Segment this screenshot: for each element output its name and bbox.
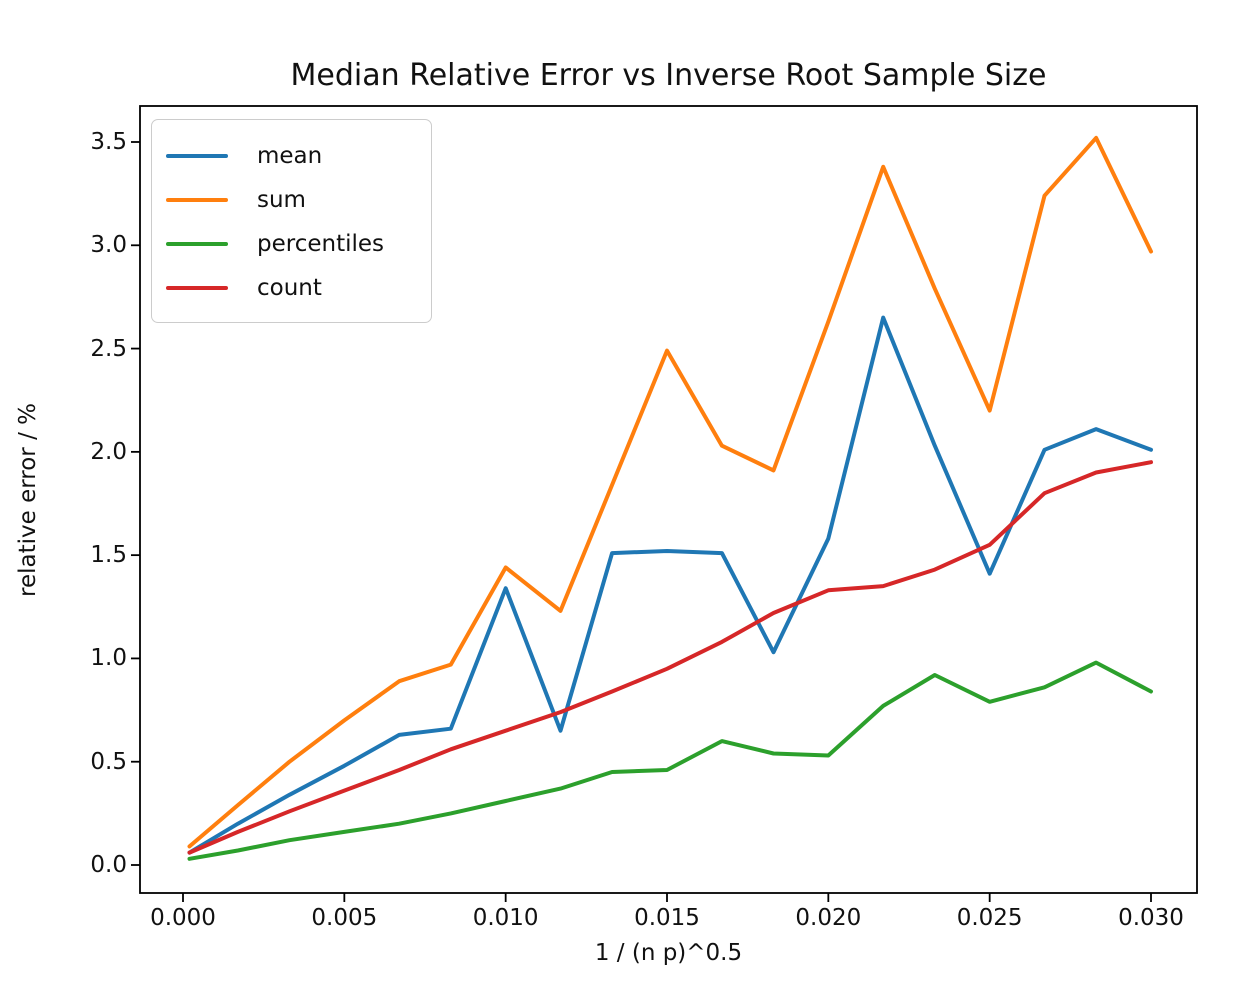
x-tick-label: 0.020 xyxy=(795,905,862,931)
y-tick-label: 2.5 xyxy=(90,335,127,362)
legend-label-mean: mean xyxy=(257,143,323,169)
legend-line-mean xyxy=(166,153,228,159)
axes-frame xyxy=(139,105,1198,894)
legend-item-percentiles: percentiles xyxy=(166,222,413,266)
y-tick-label: 3.0 xyxy=(90,232,127,259)
chart-title: Median Relative Error vs Inverse Root Sa… xyxy=(290,58,1047,93)
x-axis-label: 1 / (n p)^0.5 xyxy=(594,940,743,966)
x-tick-label: 0.015 xyxy=(634,905,700,931)
legend-label-count: count xyxy=(257,275,322,301)
y-tick-label: 3.5 xyxy=(90,129,127,155)
y-tick-label: 0.5 xyxy=(90,748,127,775)
line-count xyxy=(187,460,1153,855)
line-percentiles xyxy=(187,660,1153,861)
y-tick-label: 1.5 xyxy=(90,542,127,569)
x-tick-label: 0.030 xyxy=(1118,905,1184,931)
legend-label-percentiles: percentiles xyxy=(257,231,385,257)
legend-item-count: count xyxy=(166,266,413,310)
line-sum xyxy=(187,135,1153,849)
legend-item-mean: mean xyxy=(166,134,413,178)
x-tick-label: 0.025 xyxy=(956,905,1023,931)
legend-line-percentiles xyxy=(166,241,228,247)
y-tick-label: 2.0 xyxy=(90,438,127,465)
legend: mean sum percentiles count xyxy=(151,119,432,323)
legend-item-sum: sum xyxy=(166,178,413,222)
legend-line-count xyxy=(166,285,228,291)
x-tick-label: 0.000 xyxy=(150,905,216,931)
legend-label-sum: sum xyxy=(257,187,306,213)
x-tick-label: 0.005 xyxy=(311,905,378,931)
y-tick-label: 0.0 xyxy=(90,852,127,878)
y-tick-label: 1.0 xyxy=(90,645,127,672)
legend-line-sum xyxy=(166,197,228,203)
line-mean xyxy=(187,315,1153,855)
y-axis-label: relative error / % xyxy=(15,403,41,597)
x-tick-label: 0.010 xyxy=(472,905,539,931)
